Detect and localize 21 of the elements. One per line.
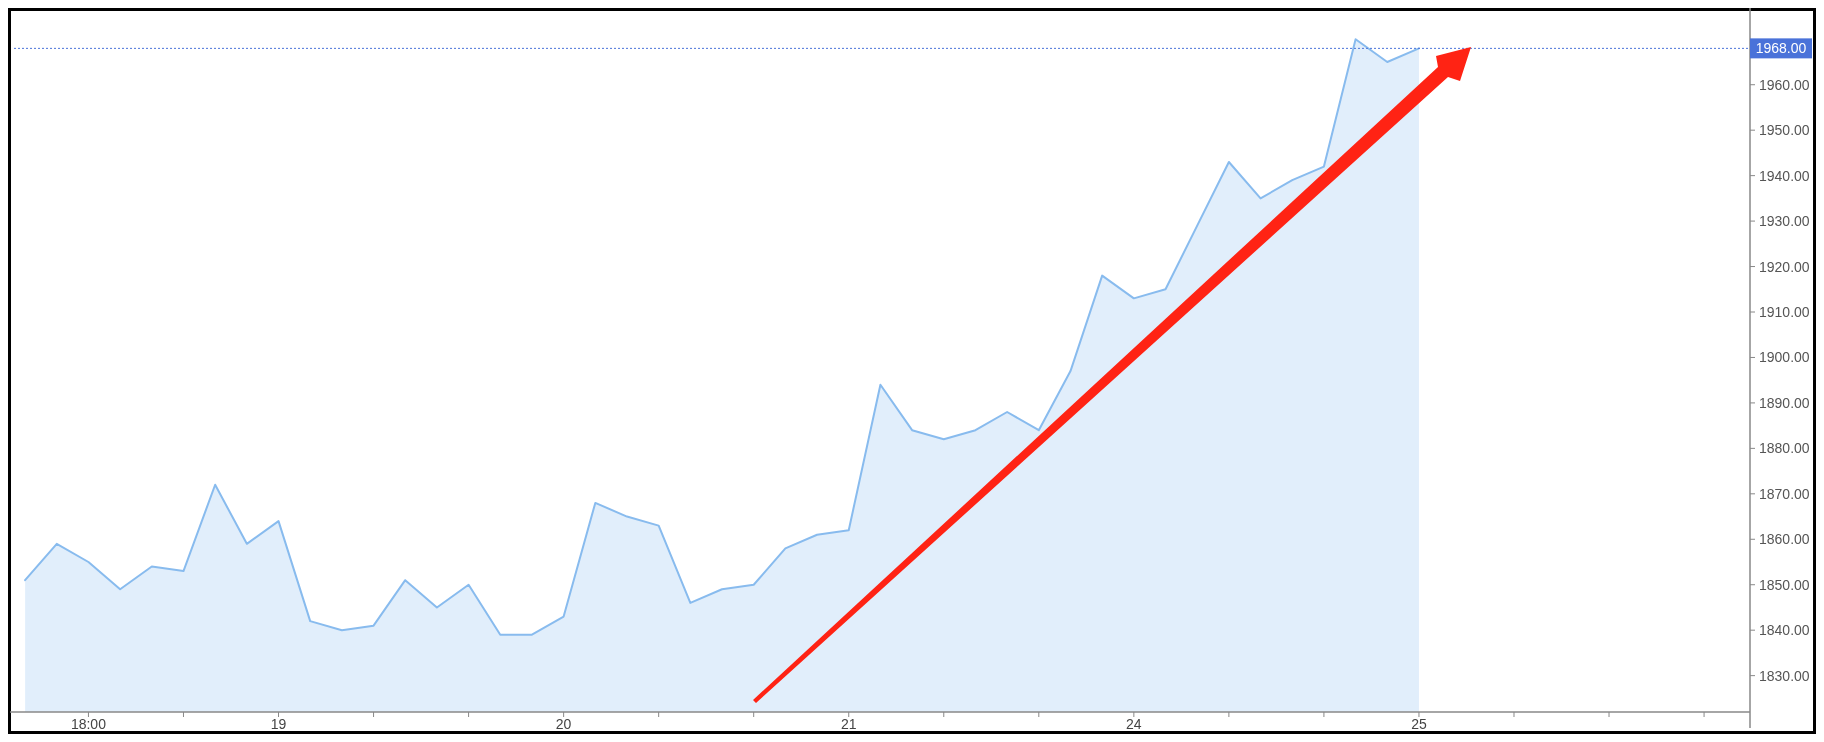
y-tick-label: 1910.00: [1759, 304, 1810, 320]
x-tick-label: 18:00: [70, 716, 107, 732]
y-tick-label: 1900.00: [1759, 349, 1810, 366]
y-tick-label: 1930.00: [1759, 213, 1810, 230]
ref-line-label: 1968.00: [1755, 40, 1807, 57]
y-tick-label: 1880.00: [1759, 440, 1810, 457]
x-tick-label: 21: [840, 716, 857, 732]
y-tick-label: 1960.00: [1759, 76, 1810, 93]
x-tick-label: 25: [1411, 716, 1427, 732]
y-tick-label: 1830.00: [1759, 667, 1810, 684]
y-tick-label: 1890.00: [1759, 394, 1810, 411]
y-tick-label: 1850.00: [1759, 576, 1810, 593]
y-tick-label: 1840.00: [1759, 622, 1810, 639]
x-tick-label: 24: [1126, 716, 1142, 732]
x-tick-label: 19: [270, 716, 287, 732]
y-tick-label: 1860.00: [1759, 531, 1810, 548]
y-tick-label: 1870.00: [1759, 485, 1810, 502]
y-tick-label: 1920.00: [1759, 258, 1810, 275]
y-tick-label: 1950.00: [1759, 122, 1810, 139]
x-tick-label: 20: [555, 716, 572, 732]
y-tick-label: 1940.00: [1759, 167, 1810, 184]
